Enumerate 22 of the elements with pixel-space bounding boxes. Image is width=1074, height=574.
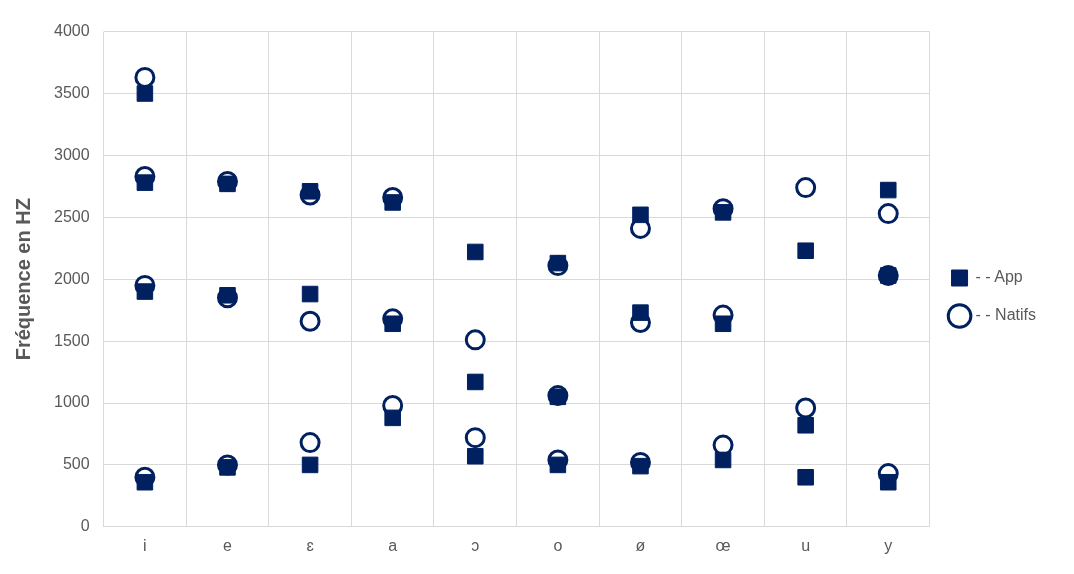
x-tick-label: e xyxy=(223,536,233,554)
y-tick-label: 2500 xyxy=(54,207,90,225)
x-tick-label: a xyxy=(388,536,398,554)
y-tick-label: 3000 xyxy=(54,145,90,163)
legend-label: - - App xyxy=(975,268,1023,286)
x-tick-label: ɔ xyxy=(471,536,480,554)
x-tick-label: u xyxy=(801,536,811,554)
x-tick-label: œ xyxy=(715,536,731,554)
y-tick-label: 500 xyxy=(62,455,90,473)
y-axis-title: Fréquence en HZ xyxy=(11,198,34,361)
y-tick-label: 4000 xyxy=(54,22,90,40)
y-tick-label: 3500 xyxy=(54,83,90,101)
legend-label: - - Natifs xyxy=(975,306,1037,324)
x-tick-label: o xyxy=(553,536,563,554)
x-tick-label: y xyxy=(884,536,893,554)
y-tick-label: 1500 xyxy=(54,331,90,349)
x-tick-label: i xyxy=(143,536,147,554)
y-tick-label: 1000 xyxy=(54,393,90,411)
y-tick-label: 2000 xyxy=(54,269,90,287)
x-tick-label: ɛ xyxy=(306,536,314,554)
x-tick-label: ø xyxy=(635,536,646,554)
y-tick-label: 0 xyxy=(80,517,90,535)
